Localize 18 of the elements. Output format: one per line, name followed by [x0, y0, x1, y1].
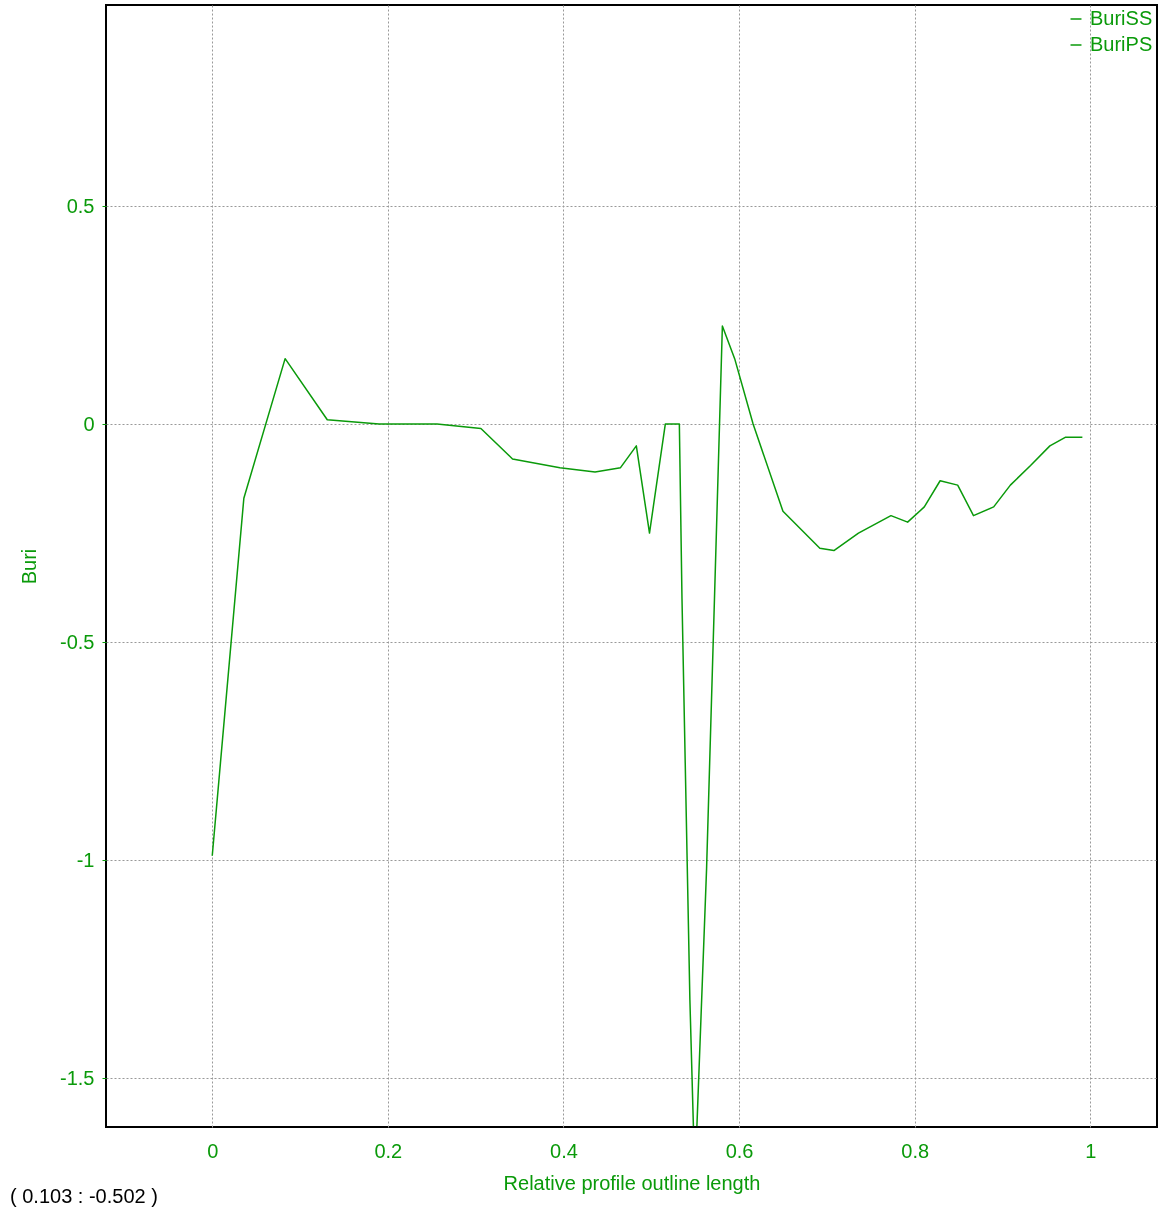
- y-tick-label: -1: [76, 848, 95, 871]
- x-tick-label: 0: [207, 1139, 219, 1162]
- legend-label: BuriPS: [1090, 33, 1153, 55]
- y-axis-title: Buri: [18, 548, 41, 585]
- y-tick-label: -1.5: [60, 1066, 95, 1089]
- x-axis-title: Relative profile outline length: [503, 1171, 761, 1194]
- line-series: [696, 325, 1084, 1127]
- line-series: [211, 357, 695, 1127]
- x-tick-label: 0.4: [550, 1139, 578, 1162]
- legend-label: BuriSS: [1090, 7, 1153, 29]
- y-tick-label: -0.5: [60, 630, 95, 653]
- text: ( 0.103 : -0.502 ): [10, 1185, 158, 1207]
- x-tick-label: 1: [1085, 1139, 1097, 1162]
- y-tick-label: 0.5: [66, 194, 95, 217]
- x-tick-label: 0.6: [725, 1139, 754, 1162]
- x-tick-label: 0.2: [374, 1139, 403, 1162]
- y-tick-label: 0: [83, 412, 95, 435]
- x-tick-label: 0.8: [901, 1139, 930, 1162]
